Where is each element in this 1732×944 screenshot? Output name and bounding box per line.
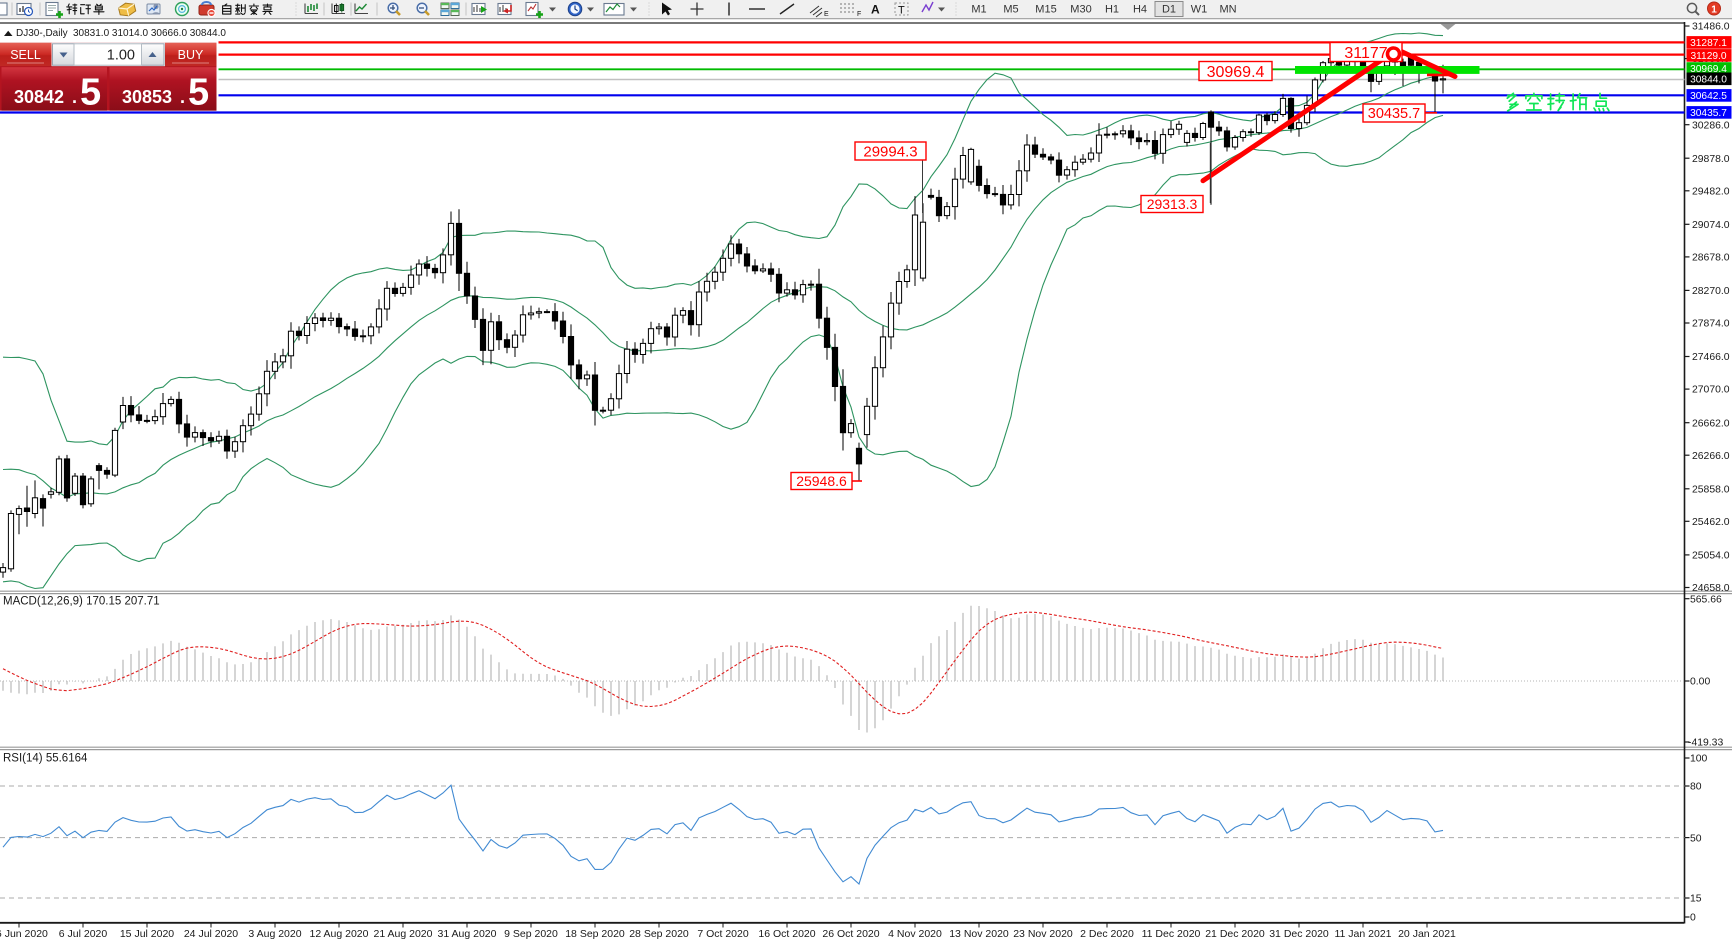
svg-text:A: A — [871, 3, 880, 17]
svg-text:20 Jan 2021: 20 Jan 2021 — [1398, 928, 1456, 940]
svg-text:6 Jul 2020: 6 Jul 2020 — [59, 928, 108, 940]
svg-text:31287.1: 31287.1 — [1690, 38, 1727, 49]
svg-text:30844.0: 30844.0 — [1690, 74, 1727, 85]
svg-text:F: F — [857, 11, 861, 18]
svg-text:30853: 30853 — [122, 87, 172, 107]
svg-text:E: E — [824, 11, 829, 18]
svg-text:50: 50 — [1690, 834, 1702, 845]
svg-text:28270.0: 28270.0 — [1692, 286, 1730, 297]
svg-text:D1: D1 — [1162, 4, 1176, 16]
svg-text:25858.0: 25858.0 — [1692, 484, 1730, 495]
svg-text:.: . — [72, 87, 77, 107]
svg-text:80: 80 — [1690, 782, 1702, 793]
svg-text:MN: MN — [1219, 4, 1236, 16]
svg-text:18 Sep 2020: 18 Sep 2020 — [565, 928, 625, 940]
svg-text:30435.7: 30435.7 — [1368, 106, 1420, 122]
svg-text:28678.0: 28678.0 — [1692, 253, 1730, 264]
svg-text:29994.3: 29994.3 — [863, 143, 917, 160]
svg-text:27466.0: 27466.0 — [1692, 352, 1730, 363]
svg-text:RSI(14) 55.6164: RSI(14) 55.6164 — [3, 753, 88, 765]
svg-text:24658.0: 24658.0 — [1692, 583, 1730, 594]
svg-text:13 Nov 2020: 13 Nov 2020 — [949, 928, 1009, 940]
svg-text:M15: M15 — [1035, 4, 1056, 16]
svg-text:DJ30-,Daily: DJ30-,Daily — [16, 28, 68, 39]
svg-text:9 Sep 2020: 9 Sep 2020 — [504, 928, 558, 940]
svg-text:W1: W1 — [1191, 4, 1208, 16]
svg-text:26266.0: 26266.0 — [1692, 451, 1730, 462]
svg-text:23 Nov 2020: 23 Nov 2020 — [1013, 928, 1073, 940]
svg-text:7 Oct 2020: 7 Oct 2020 — [697, 928, 749, 940]
svg-text:BUY: BUY — [178, 48, 204, 62]
svg-text:16 Oct 2020: 16 Oct 2020 — [758, 928, 815, 940]
svg-text:25462.0: 25462.0 — [1692, 517, 1730, 528]
svg-text:27070.0: 27070.0 — [1692, 385, 1730, 396]
svg-text:T: T — [898, 5, 905, 17]
svg-text:30642.5: 30642.5 — [1690, 91, 1727, 102]
svg-text:30969.4: 30969.4 — [1207, 64, 1265, 81]
svg-text:5: 5 — [80, 72, 101, 114]
svg-text:21 Aug 2020: 21 Aug 2020 — [374, 928, 433, 940]
svg-text:30286.0: 30286.0 — [1692, 120, 1730, 131]
svg-text:MACD(12,26,9) 170.15 207.71: MACD(12,26,9) 170.15 207.71 — [3, 596, 160, 608]
svg-text:31177: 31177 — [1344, 45, 1387, 62]
svg-text:29482.0: 29482.0 — [1692, 186, 1730, 197]
svg-text:28 Sep 2020: 28 Sep 2020 — [629, 928, 689, 940]
svg-text:29313.3: 29313.3 — [1147, 196, 1198, 212]
svg-text:31129.0: 31129.0 — [1690, 51, 1726, 62]
svg-text:24 Jul 2020: 24 Jul 2020 — [184, 928, 238, 940]
svg-text:30969.4: 30969.4 — [1690, 64, 1727, 75]
svg-text:30831.0 31014.0 30666.0 30844.: 30831.0 31014.0 30666.0 30844.0 — [73, 28, 226, 39]
svg-text:.: . — [180, 87, 185, 107]
svg-text:3 Aug 2020: 3 Aug 2020 — [248, 928, 301, 940]
svg-text:-419.33: -419.33 — [1688, 738, 1723, 749]
svg-text:5: 5 — [188, 72, 209, 114]
svg-text:29074.0: 29074.0 — [1692, 220, 1730, 231]
svg-text:30842: 30842 — [14, 87, 64, 107]
svg-text:15: 15 — [1690, 894, 1702, 905]
svg-text:26 Jun 2020: 26 Jun 2020 — [0, 928, 48, 940]
svg-text:2 Dec 2020: 2 Dec 2020 — [1080, 928, 1134, 940]
svg-text:M30: M30 — [1070, 4, 1091, 16]
svg-text:M5: M5 — [1003, 4, 1018, 16]
svg-text:15 Jul 2020: 15 Jul 2020 — [120, 928, 174, 940]
svg-text:0: 0 — [1690, 913, 1696, 924]
svg-text:1.00: 1.00 — [107, 48, 135, 64]
svg-text:0.00: 0.00 — [1690, 677, 1710, 688]
svg-text:H4: H4 — [1133, 4, 1147, 16]
svg-text:31486.0: 31486.0 — [1692, 22, 1730, 33]
svg-text:29878.0: 29878.0 — [1692, 154, 1730, 165]
svg-text:30435.7: 30435.7 — [1690, 108, 1727, 119]
svg-text:M1: M1 — [971, 4, 986, 16]
svg-text:H1: H1 — [1105, 4, 1119, 16]
svg-text:12 Aug 2020: 12 Aug 2020 — [310, 928, 369, 940]
svg-text:27874.0: 27874.0 — [1692, 319, 1730, 330]
svg-text:SELL: SELL — [10, 48, 41, 62]
svg-text:25948.6: 25948.6 — [796, 473, 847, 489]
svg-text:31 Dec 2020: 31 Dec 2020 — [1269, 928, 1329, 940]
svg-text:31 Aug 2020: 31 Aug 2020 — [438, 928, 497, 940]
svg-text:1: 1 — [1711, 5, 1717, 16]
svg-text:26 Oct 2020: 26 Oct 2020 — [822, 928, 879, 940]
svg-text:26662.0: 26662.0 — [1692, 418, 1730, 429]
svg-text:4 Nov 2020: 4 Nov 2020 — [888, 928, 942, 940]
svg-text:11 Jan 2021: 11 Jan 2021 — [1334, 928, 1391, 940]
svg-text:21 Dec 2020: 21 Dec 2020 — [1205, 928, 1265, 940]
svg-text:565.66: 565.66 — [1690, 595, 1722, 606]
svg-text:25054.0: 25054.0 — [1692, 551, 1730, 562]
svg-text:11 Dec 2020: 11 Dec 2020 — [1142, 928, 1201, 940]
svg-text:100: 100 — [1690, 754, 1708, 765]
